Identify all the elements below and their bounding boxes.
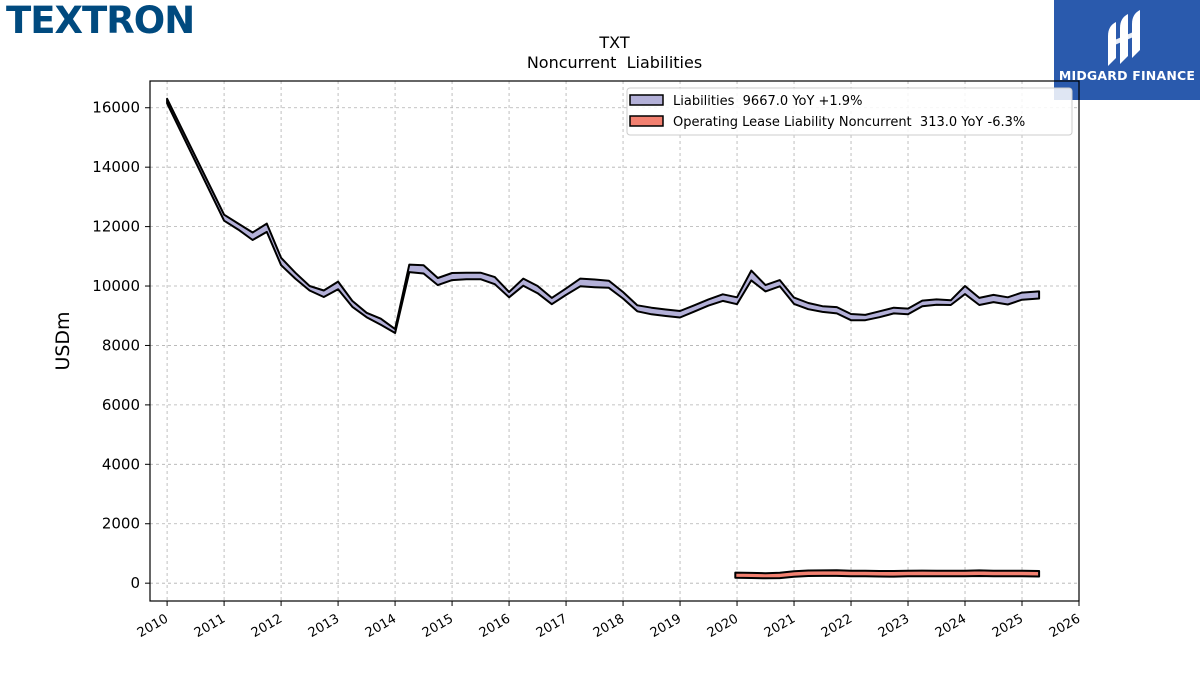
y-axis-label: USDm: [52, 311, 74, 370]
legend-box: [626, 87, 1073, 136]
x-tick-label: 2011: [192, 611, 228, 641]
x-tick-label: 2022: [819, 611, 855, 641]
x-tick-label: 2014: [363, 611, 399, 641]
y-tick-label: 8000: [102, 336, 140, 354]
y-tick-label: 2000: [102, 515, 140, 533]
grid-lines: [150, 81, 1080, 601]
x-tick-label: 2021: [762, 611, 798, 641]
legend-swatch: [629, 94, 664, 106]
y-tick-label: 4000: [102, 455, 140, 473]
x-axis: 2010 2011 2012 2013 2014 2015 2016 2017 2018 2019…: [135, 601, 1083, 641]
y-tick-label: 6000: [102, 396, 140, 414]
x-tick-label: 2010: [135, 611, 171, 641]
x-tick-label: 2016: [477, 611, 513, 641]
chart-subtitle: Noncurrent Liabilities: [527, 53, 702, 72]
plot-frame: [149, 80, 1080, 602]
midgard-monogram-icon: [1108, 10, 1140, 66]
x-tick-label: 2023: [876, 611, 912, 641]
y-tick-label: 14000: [92, 158, 140, 176]
y-tick-label: 0: [130, 574, 140, 592]
y-tick-label: 16000: [92, 99, 140, 117]
x-tick-label: 2025: [990, 611, 1026, 641]
x-tick-label: 2019: [648, 611, 684, 641]
y-tick-label: 10000: [92, 277, 140, 295]
x-tick-label: 2015: [420, 611, 456, 641]
textron-logo: TEXTRON: [6, 0, 195, 42]
x-tick-label: 2026: [1047, 611, 1083, 641]
x-tick-label: 2024: [933, 611, 969, 641]
x-tick-label: 2018: [591, 611, 627, 641]
x-tick-label: 2012: [249, 611, 285, 641]
legend-label: Liabilities 9667.0 YoY +1.9%: [673, 94, 862, 109]
legend: Liabilities 9667.0 YoY +1.9% Operating Le…: [626, 87, 1073, 136]
legend-label: Operating Lease Liability Noncurrent 313…: [673, 115, 1025, 130]
series-band-operating-lease: [734, 569, 1041, 580]
midgard-finance-logo: MIDGARD FINANCE: [1054, 0, 1200, 100]
x-tick-label: 2020: [705, 611, 741, 641]
chart-title: TXT: [598, 33, 629, 52]
legend-swatch: [629, 115, 664, 127]
y-tick-label: 12000: [92, 218, 140, 236]
series-areas: [166, 97, 1041, 580]
y-axis: 0 2000 4000 6000 8000 10000 12000 14000 16000: [92, 99, 150, 592]
partner-name: MIDGARD FINANCE: [1058, 68, 1196, 83]
series-band-liabilities: [166, 97, 1041, 334]
x-tick-label: 2017: [534, 611, 570, 641]
x-tick-label: 2013: [306, 611, 342, 641]
